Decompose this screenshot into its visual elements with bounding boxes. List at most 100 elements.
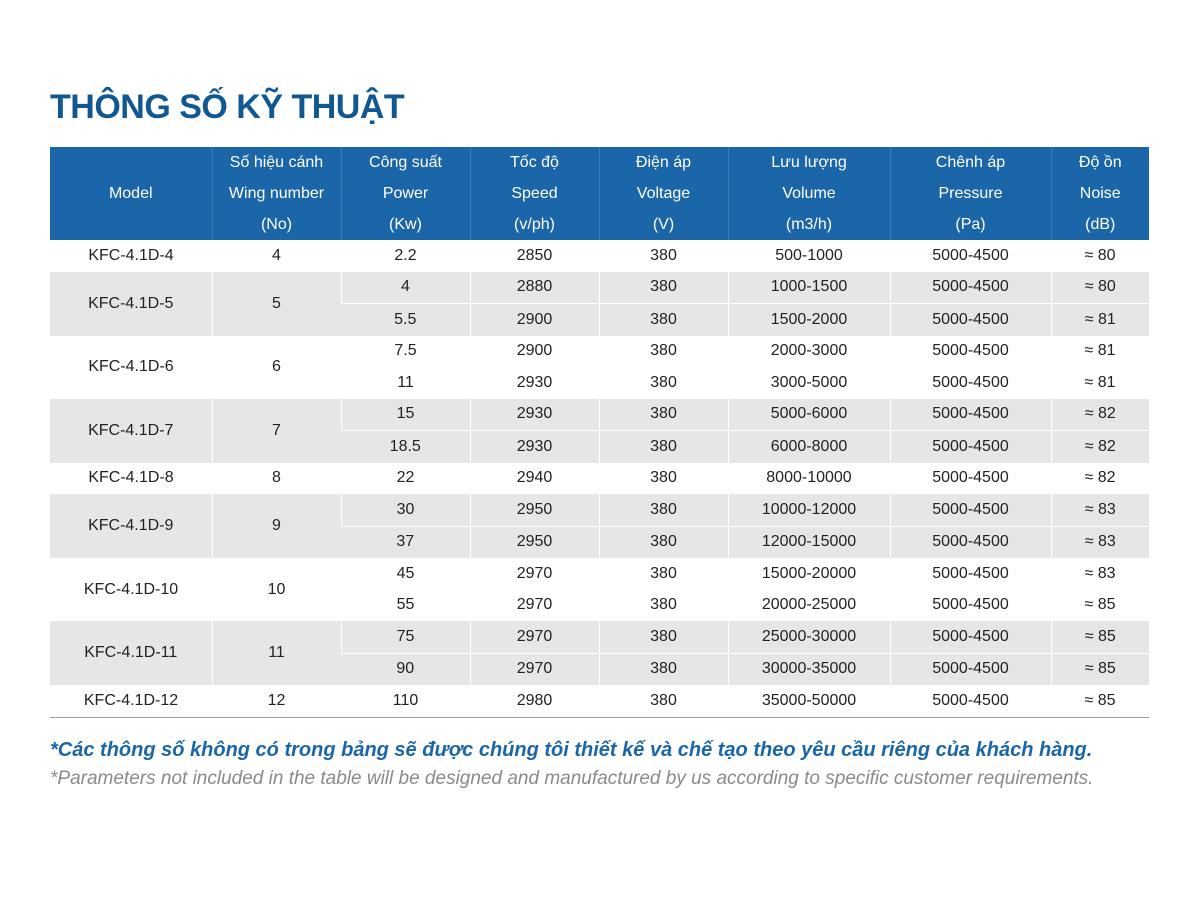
header-voltage-vi: Điện áp	[599, 147, 729, 178]
cell-speed: 2950	[469, 494, 599, 526]
cell-volume: 25000-30000	[727, 621, 890, 653]
cell-model: KFC-4.1D-9	[50, 494, 212, 558]
cell-speed: 2880	[469, 271, 599, 304]
cell-voltage: 380	[598, 398, 728, 431]
cell-power: 18.5	[341, 430, 470, 463]
table-row: 18.5 2930 380 6000-8000 5000-4500 ≈ 82	[50, 430, 1149, 463]
header-model: Model	[50, 147, 213, 240]
cell-wing: 8	[272, 469, 281, 487]
cell-speed: 2970	[516, 564, 553, 582]
table-row: KFC-4.1D-8 8 22 2940 380 8000-10000 5000…	[50, 463, 1149, 495]
cell-model: KFC-4.1D-12	[50, 685, 212, 718]
cell-wing: 4	[272, 246, 281, 264]
cell-wing: 7	[211, 398, 341, 463]
cell-voltage: 380	[598, 430, 728, 463]
table-row: KFC-4.1D-5 5 4 2880 380 1000-1500 5000-4…	[50, 271, 1149, 336]
table-row: 90 2970 380 30000-35000 5000-4500 ≈ 85	[50, 652, 1149, 685]
cell-power: 30	[340, 494, 470, 526]
cell-voltage: 380	[598, 494, 728, 526]
cell-speed: 2940	[516, 469, 553, 487]
header-volume-unit: (m3/h)	[728, 209, 891, 240]
header-power-vi: Công suất	[341, 147, 471, 178]
table-row: KFC-4.1D-9 9 30 2950 380 10000-12000 500…	[50, 494, 1149, 558]
table-row: KFC-4.1D-4 4 2.2 2850 380 500-1000 5000-…	[50, 240, 1149, 272]
cell-pressure: 5000-4500	[932, 246, 1009, 264]
cell-pressure: 5000-4500	[932, 373, 1009, 391]
cell-volume: 1000-1500	[727, 271, 890, 304]
cell-voltage: 380	[650, 373, 677, 391]
cell-pressure: 5000-4500	[889, 303, 1051, 336]
cell-wing: 5	[211, 271, 341, 336]
cell-model: KFC-4.1D-11	[50, 621, 212, 685]
cell-power: 7.5	[394, 342, 417, 360]
header-speed-vi: Tốc độ	[470, 147, 600, 178]
cell-volume: 35000-50000	[728, 685, 890, 718]
cell-power: 110	[341, 685, 470, 718]
cell-power: 90	[341, 652, 470, 685]
table-row: KFC-4.1D-12 12 110 2980 380 35000-50000 …	[50, 685, 1149, 718]
cell-noise: ≈ 81	[1084, 342, 1116, 360]
cell-volume: 1500-2000	[727, 303, 890, 336]
cell-wing: 12	[212, 685, 341, 718]
cell-volume: 8000-10000	[766, 469, 852, 487]
cell-volume: 20000-25000	[761, 596, 857, 614]
cell-volume: 30000-35000	[727, 652, 890, 685]
cell-voltage: 380	[598, 652, 728, 685]
cell-pressure: 5000-4500	[889, 525, 1051, 558]
cell-pressure: 5000-4500	[889, 430, 1051, 463]
cell-volume: 3000-5000	[770, 373, 848, 391]
cell-model: KFC-4.1D-10	[83, 580, 179, 598]
table-header: Model Số hiệu cánh Công suất Tốc độ Điện…	[50, 147, 1149, 240]
cell-power: 2.2	[394, 246, 417, 264]
cell-volume: 10000-12000	[727, 494, 890, 526]
cell-volume: 6000-8000	[727, 430, 890, 463]
cell-pressure: 5000-4500	[889, 494, 1051, 526]
cell-speed: 2970	[516, 596, 553, 614]
spec-table: Model Số hiệu cánh Công suất Tốc độ Điện…	[50, 147, 1149, 718]
table-row: 5.5 2900 380 1500-2000 5000-4500 ≈ 81	[50, 303, 1149, 336]
cell-volume: 500-1000	[775, 246, 843, 264]
cell-noise: ≈ 85	[1050, 621, 1149, 653]
header-wing-unit: (No)	[212, 209, 342, 240]
cell-noise: ≈ 81	[1084, 373, 1116, 391]
cell-speed: 2930	[469, 398, 599, 431]
cell-model: KFC-4.1D-4	[88, 246, 174, 264]
cell-noise: ≈ 82	[1050, 430, 1149, 463]
cell-speed: 2950	[469, 525, 599, 558]
table-row: KFC-4.1D-11 11 75 2970 380 25000-30000 5…	[50, 621, 1149, 685]
table-body: KFC-4.1D-4 4 2.2 2850 380 500-1000 5000-…	[50, 240, 1149, 718]
header-noise-en: Noise	[1051, 178, 1149, 209]
cell-power: 37	[341, 525, 470, 558]
cell-speed: 2970	[469, 652, 599, 685]
cell-speed: 2930	[516, 373, 553, 391]
header-voltage-en: Voltage	[599, 178, 729, 209]
note-english: *Parameters not included in the table wi…	[50, 768, 1094, 789]
header-pressure-unit: (Pa)	[890, 209, 1052, 240]
cell-pressure: 5000-4500	[890, 685, 1051, 718]
cell-noise: ≈ 82	[1050, 398, 1149, 431]
cell-speed: 2970	[469, 621, 599, 653]
cell-noise: ≈ 80	[1050, 271, 1149, 304]
cell-pressure: 5000-4500	[932, 596, 1009, 614]
cell-wing: 9	[211, 494, 341, 558]
cell-pressure: 5000-4500	[932, 469, 1009, 487]
cell-volume: 12000-15000	[727, 525, 890, 558]
cell-pressure: 5000-4500	[932, 342, 1009, 360]
cell-power: 11	[397, 373, 414, 391]
cell-voltage: 380	[598, 303, 728, 336]
table-row: KFC-4.1D-10 10 45 2970 380 15000-20000 5…	[50, 558, 1149, 598]
cell-speed: 2980	[470, 685, 599, 718]
cell-power: 4	[340, 271, 470, 304]
header-pressure-vi: Chênh áp	[890, 147, 1052, 178]
cell-pressure: 5000-4500	[889, 398, 1051, 431]
cell-speed: 2900	[469, 303, 599, 336]
cell-volume: 15000-20000	[761, 564, 857, 582]
cell-speed: 2850	[516, 246, 553, 264]
cell-voltage: 380	[599, 685, 728, 718]
header-power-unit: (Kw)	[341, 209, 471, 240]
header-wing-vi: Số hiệu cánh	[212, 147, 342, 178]
header-volume-en: Volume	[728, 178, 891, 209]
cell-speed: 2930	[469, 430, 599, 463]
cell-model: KFC-4.1D-6	[88, 358, 174, 375]
cell-noise: ≈ 82	[1084, 469, 1116, 487]
